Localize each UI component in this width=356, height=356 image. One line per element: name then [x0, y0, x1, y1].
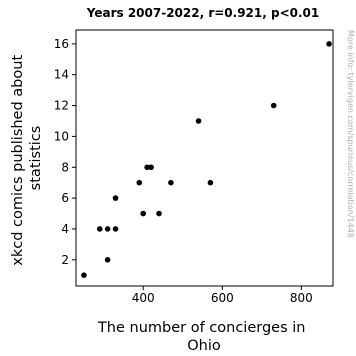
data-point [81, 272, 87, 279]
x-tick-label: 400 [132, 291, 155, 305]
y-tick-label: 4 [61, 222, 69, 236]
data-point [136, 179, 143, 186]
plot-area [75, 29, 334, 287]
x-axis: 400 600 800 [132, 286, 313, 305]
data-point [144, 164, 150, 171]
data-point [140, 210, 147, 217]
x-axis-label: The number of concierges in Ohio [97, 320, 310, 354]
data-point [270, 102, 277, 109]
y-tick-label: 12 [54, 99, 69, 113]
data-point [195, 118, 202, 124]
data-point [326, 41, 332, 47]
x-tick-label: 600 [211, 291, 234, 305]
data-point [148, 164, 154, 171]
data-point [112, 195, 119, 201]
x-axis-label-line-1: The number of concierges in [97, 320, 306, 336]
plot-frame [75, 29, 334, 287]
watermark-text: More info: tylervigen.com/spurious/corre… [346, 30, 355, 238]
data-point [112, 226, 119, 232]
data-point [104, 256, 111, 263]
y-axis-label: xkcd comics published about statistics [10, 50, 44, 265]
chart-title: Years 2007-2022, r=0.921, p<0.01 [86, 6, 320, 20]
data-point [207, 179, 214, 186]
data-points [81, 41, 332, 279]
y-tick-label: 10 [54, 129, 69, 143]
data-point [156, 210, 162, 217]
y-tick-label: 16 [54, 37, 69, 51]
data-point [96, 226, 103, 232]
data-point [168, 179, 174, 186]
y-axis: 2 4 6 8 10 12 14 16 [54, 37, 76, 267]
data-point [104, 226, 111, 232]
y-axis-label-line-1: xkcd comics published about [10, 55, 26, 266]
y-tick-label: 14 [54, 68, 69, 82]
y-tick-label: 8 [61, 160, 69, 174]
x-axis-label-line-2: Ohio [187, 338, 221, 354]
y-tick-label: 6 [61, 191, 69, 205]
x-tick-label: 800 [290, 291, 313, 305]
y-axis-label-line-2: statistics [28, 126, 44, 191]
y-tick-label: 2 [61, 253, 69, 267]
